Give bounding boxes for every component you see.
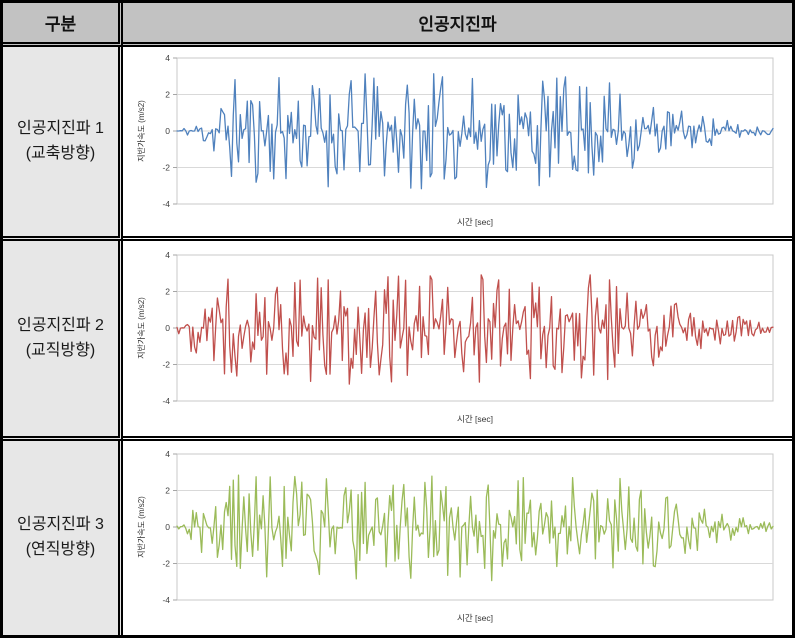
row-label-wave-2: 인공지진파 2 (교직방향) [3,241,123,441]
header-cell-title: 인공지진파 [123,3,792,47]
row2-title: 인공지진파 2 [17,316,104,334]
chart-cell-wave-3: 4 2 0 -2 -4 지반가속도 (m/s2) 시간 [sec] [123,441,792,635]
row-label-wave-3: 인공지진파 3 (연직방향) [3,441,123,635]
row3-direction: (연직방향) [25,541,96,558]
y-tick-label: -2 [162,558,170,568]
y-tick-label: -2 [162,162,170,172]
y-tick-label: 2 [165,485,170,495]
header-title-label: 인공지진파 [418,15,497,34]
x-axis-title: 시간 [sec] [457,613,493,623]
y-tick-label: 4 [165,52,170,62]
y-tick-label: 2 [165,286,170,296]
row-label-wave-1: 인공지진파 1 (교축방향) [3,47,123,241]
row3-title: 인공지진파 3 [17,516,104,534]
header-category-label: 구분 [44,15,77,34]
header-cell-category: 구분 [3,3,123,47]
seismic-chart-2: 4 2 0 -2 -4 지반가속도 (m/s2) 시간 [sec] [133,247,783,431]
seismic-chart-3: 4 2 0 -2 -4 지반가속도 (m/s2) 시간 [sec] [133,446,783,630]
waveform-line [175,474,774,582]
y-tick-label: 0 [165,522,170,532]
x-axis-title: 시간 [sec] [457,414,493,424]
y-axis-title: 지반가속도 (m/s2) [137,99,146,161]
chart-cell-wave-2: 4 2 0 -2 -4 지반가속도 (m/s2) 시간 [sec] [123,241,792,441]
y-axis-title: 지반가속도 (m/s2) [137,496,146,558]
y-tick-label: -4 [162,198,170,208]
seismic-chart-1: 4 2 0 -2 -4 지반가속도 (m/s2) 시간 [sec] [133,50,783,234]
row1-direction: (교축방향) [25,144,96,162]
row2-direction: (교직방향) [25,341,96,359]
y-tick-label: -4 [162,595,170,605]
chart-svg: 4 2 0 -2 -4 지반가속도 (m/s2) 시간 [sec] [137,449,774,623]
y-tick-label: 4 [165,249,170,259]
y-tick-label: 0 [165,125,170,135]
y-tick-label: 0 [165,322,170,332]
y-tick-label: -4 [162,395,170,405]
chart-svg: 4 2 0 -2 -4 지반가속도 (m/s2) 시간 [sec] [137,249,774,424]
waveform-line [175,273,774,385]
y-axis-title: 지반가속도 (m/s2) [137,296,146,358]
y-tick-label: -2 [162,359,170,369]
waveform-line [175,72,774,189]
row1-title: 인공지진파 1 [17,119,104,137]
chart-svg: 4 2 0 -2 -4 지반가속도 (m/s2) 시간 [sec] [137,52,774,227]
chart-cell-wave-1: 4 2 0 -2 -4 지반가속도 (m/s2) 시간 [sec] [123,47,792,241]
y-tick-label: 2 [165,89,170,99]
x-axis-title: 시간 [sec] [457,217,493,227]
y-tick-label: 4 [165,449,170,459]
